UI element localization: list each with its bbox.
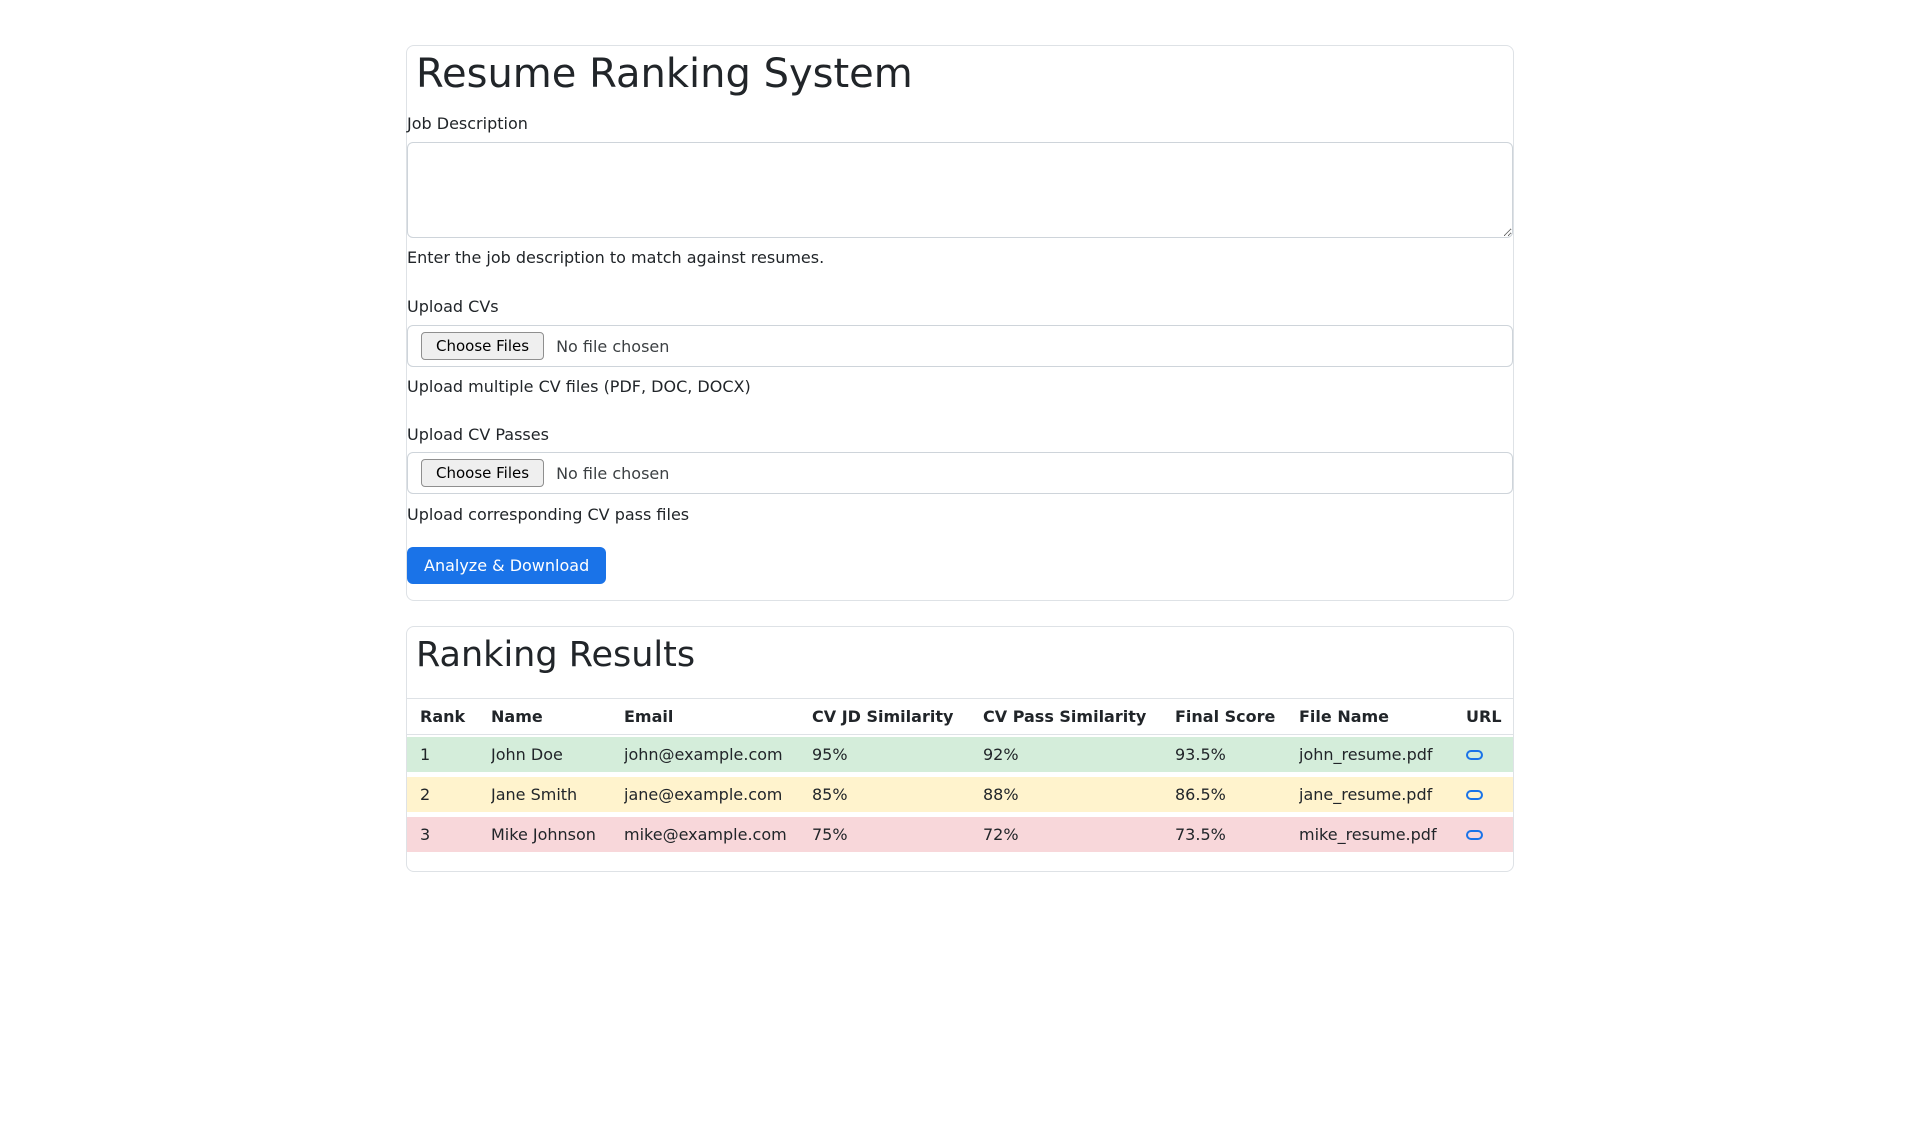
job-description-input[interactable] <box>407 142 1513 238</box>
cell-name: Mike Johnson <box>491 817 624 857</box>
cell-cv-jd-similarity: 85% <box>812 777 983 817</box>
upload-cv-passes-help: Upload corresponding CV pass files <box>407 505 690 524</box>
col-header-final-score: Final Score <box>1175 698 1299 735</box>
cell-cv-pass-similarity: 72% <box>983 817 1175 857</box>
cell-cv-pass-similarity: 92% <box>983 735 1175 777</box>
choose-files-button[interactable]: Choose Files <box>421 332 545 360</box>
cell-final-score: 86.5% <box>1175 777 1299 817</box>
table-row: 1 John Doe john@example.com 95% 92% 93.5… <box>407 735 1513 777</box>
cell-email: mike@example.com <box>624 817 812 857</box>
job-description-help: Enter the job description to match again… <box>407 248 825 267</box>
col-header-rank: Rank <box>407 698 491 735</box>
cell-file-name: jane_resume.pdf <box>1299 777 1466 817</box>
cell-email: john@example.com <box>624 735 812 777</box>
choose-files-button[interactable]: Choose Files <box>421 459 545 487</box>
cell-url <box>1466 817 1513 857</box>
results-title: Ranking Results <box>416 635 696 675</box>
job-description-label: Job Description <box>407 114 528 133</box>
file-chosen-status: No file chosen <box>556 463 670 483</box>
resume-url-link[interactable] <box>1466 750 1483 760</box>
analyze-download-button[interactable]: Analyze & Download <box>407 547 607 584</box>
page-title: Resume Ranking System <box>416 51 913 97</box>
cell-file-name: mike_resume.pdf <box>1299 817 1466 857</box>
cell-file-name: john_resume.pdf <box>1299 735 1466 777</box>
cell-cv-pass-similarity: 88% <box>983 777 1175 817</box>
cell-cv-jd-similarity: 95% <box>812 735 983 777</box>
upload-cv-passes-label: Upload CV Passes <box>407 425 549 444</box>
table-row: 3 Mike Johnson mike@example.com 75% 72% … <box>407 817 1513 857</box>
cell-final-score: 93.5% <box>1175 735 1299 777</box>
cell-name: John Doe <box>491 735 624 777</box>
cell-url <box>1466 735 1513 777</box>
main-container: Resume Ranking System Job Description En… <box>406 45 1514 872</box>
link-icon <box>1466 750 1483 760</box>
upload-cvs-help: Upload multiple CV files (PDF, DOC, DOCX… <box>407 377 751 396</box>
upload-cvs-file-input[interactable]: Choose Files No file chosen <box>407 325 1513 367</box>
file-chosen-status: No file chosen <box>556 336 670 356</box>
resume-url-link[interactable] <box>1466 830 1483 840</box>
cell-rank: 2 <box>407 777 491 817</box>
col-header-cv-pass-similarity: CV Pass Similarity <box>983 698 1175 735</box>
col-header-file-name: File Name <box>1299 698 1466 735</box>
cell-rank: 1 <box>407 735 491 777</box>
upload-cvs-label: Upload CVs <box>407 297 499 316</box>
col-header-url: URL <box>1466 698 1513 735</box>
col-header-name: Name <box>491 698 624 735</box>
link-icon <box>1466 790 1483 800</box>
cell-email: jane@example.com <box>624 777 812 817</box>
cell-cv-jd-similarity: 75% <box>812 817 983 857</box>
col-header-cv-jd-similarity: CV JD Similarity <box>812 698 983 735</box>
col-header-email: Email <box>624 698 812 735</box>
link-icon <box>1466 830 1483 840</box>
resume-form-card: Resume Ranking System Job Description En… <box>406 45 1514 601</box>
upload-cv-passes-file-input[interactable]: Choose Files No file chosen <box>407 452 1513 494</box>
cell-rank: 3 <box>407 817 491 857</box>
table-row: 2 Jane Smith jane@example.com 85% 88% 86… <box>407 777 1513 817</box>
cell-final-score: 73.5% <box>1175 817 1299 857</box>
cell-url <box>1466 777 1513 817</box>
cell-name: Jane Smith <box>491 777 624 817</box>
ranking-table: Rank Name Email CV JD Similarity CV Pass… <box>407 698 1513 857</box>
ranking-results-card: Ranking Results Rank Name Email CV JD Si… <box>406 626 1514 872</box>
resume-url-link[interactable] <box>1466 790 1483 800</box>
table-header-row: Rank Name Email CV JD Similarity CV Pass… <box>407 698 1513 735</box>
